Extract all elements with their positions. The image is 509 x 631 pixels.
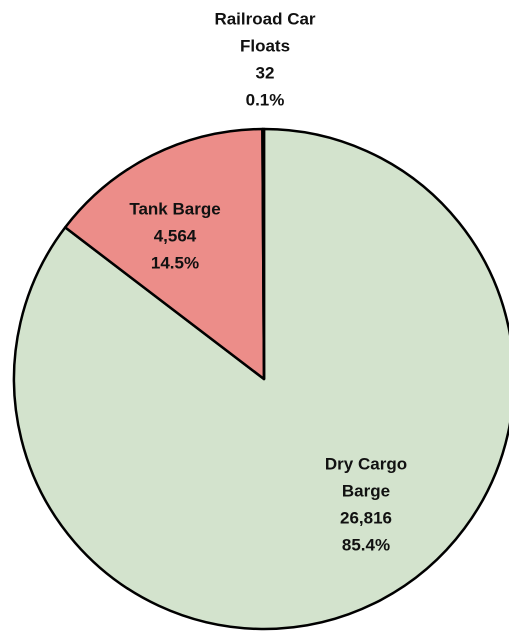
slice-label: Barge [342, 481, 390, 500]
slice-percent: 85.4% [342, 535, 390, 554]
slice-label: Railroad Car [214, 9, 315, 28]
slice-label: Dry Cargo [325, 454, 407, 473]
slice-percent: 0.1% [246, 90, 285, 109]
slice-label: Tank Barge [129, 199, 220, 218]
slice-label: Floats [240, 36, 290, 55]
slice-percent: 14.5% [151, 253, 199, 272]
pie-slice [63, 127, 266, 381]
slice-value: 4,564 [154, 226, 197, 245]
slice-value: 32 [256, 63, 275, 82]
pie-slice [261, 127, 266, 381]
slice-value: 26,816 [340, 508, 392, 527]
pie-slice [12, 127, 509, 631]
